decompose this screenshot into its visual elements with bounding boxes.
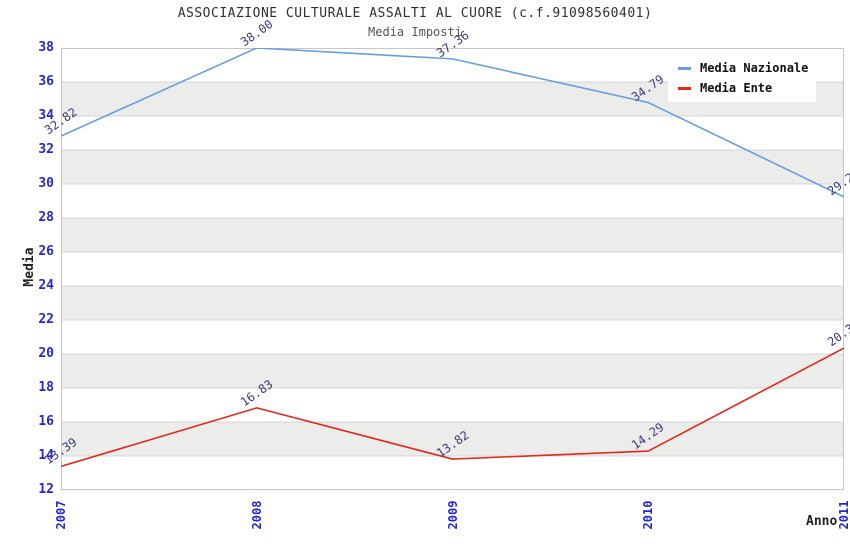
x-axis-title: Anno: [806, 514, 838, 529]
plot-canvas: [61, 48, 844, 490]
series-line-media-ente: [61, 347, 844, 468]
grid-band: [61, 286, 844, 320]
y-axis-title: Media: [22, 247, 37, 287]
y-tick-label: 14: [38, 448, 54, 463]
grid-band: [61, 184, 844, 218]
legend-swatch-media-nazionale: [678, 66, 691, 70]
grid-band: [61, 354, 844, 388]
x-tick-label: 2007: [54, 500, 68, 530]
y-tick-label: 30: [38, 176, 54, 191]
plot-border: [61, 48, 844, 490]
grid-band: [61, 150, 844, 184]
legend-item-media-nazionale: Media Nazionale: [678, 58, 816, 78]
legend-item-media-ente: Media Ente: [678, 78, 816, 98]
grid-band: [61, 320, 844, 354]
y-tick-label: 18: [38, 380, 54, 395]
y-tick-label: 28: [38, 210, 54, 225]
y-tick-label: 24: [38, 278, 54, 293]
grid-band: [61, 116, 844, 150]
y-tick-label: 20: [38, 346, 54, 361]
y-tick-label: 34: [38, 108, 54, 123]
x-tick-label: 2010: [641, 500, 656, 530]
y-tick-label: 38: [38, 40, 54, 55]
y-tick-label: 12: [38, 482, 54, 497]
x-tick-label: 2011: [837, 500, 850, 530]
y-tick-label: 32: [38, 142, 54, 157]
grid-band: [61, 456, 844, 490]
legend-label-media-ente: Media Ente: [700, 81, 773, 95]
grid-band: [61, 252, 844, 286]
legend-label-media-nazionale: Media Nazionale: [700, 61, 809, 75]
x-tick-label: 2008: [249, 500, 264, 530]
chart-subtitle: Media Imposti: [368, 25, 462, 39]
series-line-media-nazionale: [61, 48, 844, 198]
grid-band: [61, 218, 844, 252]
y-tick-label: 26: [38, 244, 54, 259]
y-tick-label: 22: [38, 312, 54, 327]
y-tick-label: 16: [38, 414, 54, 429]
plot-area: [61, 48, 844, 490]
y-tick-label: 36: [38, 74, 54, 89]
chart-title: ASSOCIAZIONE CULTURALE ASSALTI AL CUORE …: [177, 6, 653, 21]
legend: Media Nazionale Media Ente: [668, 56, 816, 102]
legend-swatch-media-ente: [678, 86, 691, 90]
x-tick-label: 2009: [445, 500, 460, 530]
grid-band: [61, 388, 844, 422]
